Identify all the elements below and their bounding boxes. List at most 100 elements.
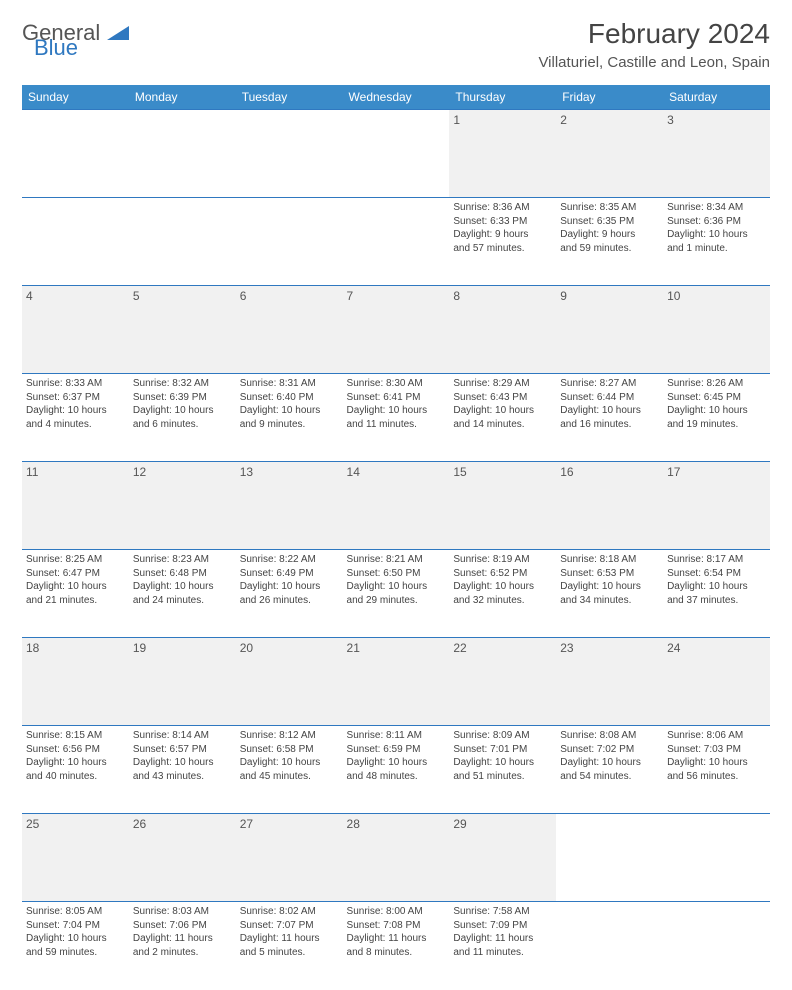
day-daylight2: and 48 minutes. <box>347 770 446 784</box>
day-sunrise: Sunrise: 8:06 AM <box>667 729 766 743</box>
day-daylight1: Daylight: 10 hours <box>133 580 232 594</box>
day-daylight1: Daylight: 10 hours <box>667 580 766 594</box>
day-sunrise: Sunrise: 8:26 AM <box>667 377 766 391</box>
day-number: 13 <box>236 462 343 550</box>
day-sunset: Sunset: 7:01 PM <box>453 743 552 757</box>
day-cell: Sunrise: 8:30 AMSunset: 6:41 PMDaylight:… <box>343 374 450 462</box>
day-cell: Sunrise: 8:25 AMSunset: 6:47 PMDaylight:… <box>22 550 129 638</box>
weekday-header: Wednesday <box>343 85 450 110</box>
day-daylight2: and 4 minutes. <box>26 418 125 432</box>
day-daylight1: Daylight: 9 hours <box>453 228 552 242</box>
day-cell: Sunrise: 8:12 AMSunset: 6:58 PMDaylight:… <box>236 726 343 814</box>
day-number: 6 <box>236 286 343 374</box>
day-daylight1: Daylight: 11 hours <box>347 932 446 946</box>
day-cell: Sunrise: 8:15 AMSunset: 6:56 PMDaylight:… <box>22 726 129 814</box>
day-daylight1: Daylight: 10 hours <box>667 756 766 770</box>
logo: General Blue <box>22 24 129 57</box>
day-sunset: Sunset: 6:56 PM <box>26 743 125 757</box>
day-daylight1: Daylight: 10 hours <box>26 580 125 594</box>
day-sunrise: Sunrise: 8:31 AM <box>240 377 339 391</box>
day-cell <box>236 198 343 286</box>
day-daylight1: Daylight: 10 hours <box>26 932 125 946</box>
day-sunset: Sunset: 7:08 PM <box>347 919 446 933</box>
day-cell <box>22 198 129 286</box>
day-sunrise: Sunrise: 8:29 AM <box>453 377 552 391</box>
day-cell: Sunrise: 8:17 AMSunset: 6:54 PMDaylight:… <box>663 550 770 638</box>
day-daylight2: and 32 minutes. <box>453 594 552 608</box>
day-cell <box>343 198 450 286</box>
day-daylight1: Daylight: 10 hours <box>240 404 339 418</box>
day-sunrise: Sunrise: 8:11 AM <box>347 729 446 743</box>
day-daylight2: and 34 minutes. <box>560 594 659 608</box>
day-sunset: Sunset: 6:59 PM <box>347 743 446 757</box>
day-daylight1: Daylight: 10 hours <box>347 404 446 418</box>
day-sunset: Sunset: 6:33 PM <box>453 215 552 229</box>
weekday-header: Sunday <box>22 85 129 110</box>
day-sunset: Sunset: 6:45 PM <box>667 391 766 405</box>
day-daylight2: and 37 minutes. <box>667 594 766 608</box>
day-number: 8 <box>449 286 556 374</box>
day-sunset: Sunset: 6:53 PM <box>560 567 659 581</box>
day-number: 1 <box>449 110 556 198</box>
day-sunrise: Sunrise: 8:08 AM <box>560 729 659 743</box>
day-daylight2: and 51 minutes. <box>453 770 552 784</box>
day-daylight2: and 43 minutes. <box>133 770 232 784</box>
day-sunset: Sunset: 6:49 PM <box>240 567 339 581</box>
day-cell: Sunrise: 8:36 AMSunset: 6:33 PMDaylight:… <box>449 198 556 286</box>
day-cell: Sunrise: 8:29 AMSunset: 6:43 PMDaylight:… <box>449 374 556 462</box>
day-daylight1: Daylight: 10 hours <box>347 756 446 770</box>
day-sunset: Sunset: 6:40 PM <box>240 391 339 405</box>
day-daylight2: and 11 minutes. <box>347 418 446 432</box>
day-sunrise: Sunrise: 8:02 AM <box>240 905 339 919</box>
day-daylight1: Daylight: 11 hours <box>453 932 552 946</box>
day-cell: Sunrise: 8:31 AMSunset: 6:40 PMDaylight:… <box>236 374 343 462</box>
day-number: 28 <box>343 814 450 902</box>
day-number <box>236 110 343 198</box>
day-sunset: Sunset: 7:07 PM <box>240 919 339 933</box>
day-sunset: Sunset: 6:43 PM <box>453 391 552 405</box>
day-data-row: Sunrise: 8:36 AMSunset: 6:33 PMDaylight:… <box>22 198 770 286</box>
day-sunrise: Sunrise: 8:32 AM <box>133 377 232 391</box>
weekday-header: Tuesday <box>236 85 343 110</box>
day-daylight1: Daylight: 10 hours <box>453 756 552 770</box>
weekday-header: Thursday <box>449 85 556 110</box>
day-number: 11 <box>22 462 129 550</box>
day-sunrise: Sunrise: 8:18 AM <box>560 553 659 567</box>
day-sunset: Sunset: 7:06 PM <box>133 919 232 933</box>
day-daylight1: Daylight: 11 hours <box>133 932 232 946</box>
day-daylight2: and 14 minutes. <box>453 418 552 432</box>
day-number: 4 <box>22 286 129 374</box>
day-number: 7 <box>343 286 450 374</box>
day-cell: Sunrise: 8:02 AMSunset: 7:07 PMDaylight:… <box>236 902 343 990</box>
day-daylight1: Daylight: 10 hours <box>453 404 552 418</box>
day-sunset: Sunset: 6:48 PM <box>133 567 232 581</box>
day-cell: Sunrise: 8:34 AMSunset: 6:36 PMDaylight:… <box>663 198 770 286</box>
day-sunrise: Sunrise: 8:35 AM <box>560 201 659 215</box>
day-daylight2: and 21 minutes. <box>26 594 125 608</box>
day-number: 12 <box>129 462 236 550</box>
day-daylight1: Daylight: 10 hours <box>26 404 125 418</box>
day-cell: Sunrise: 8:03 AMSunset: 7:06 PMDaylight:… <box>129 902 236 990</box>
day-sunrise: Sunrise: 8:12 AM <box>240 729 339 743</box>
weekday-header: Friday <box>556 85 663 110</box>
day-cell: Sunrise: 8:33 AMSunset: 6:37 PMDaylight:… <box>22 374 129 462</box>
day-daylight2: and 40 minutes. <box>26 770 125 784</box>
day-daylight2: and 2 minutes. <box>133 946 232 960</box>
day-cell: Sunrise: 8:27 AMSunset: 6:44 PMDaylight:… <box>556 374 663 462</box>
day-sunrise: Sunrise: 8:30 AM <box>347 377 446 391</box>
day-sunset: Sunset: 6:41 PM <box>347 391 446 405</box>
day-daylight2: and 57 minutes. <box>453 242 552 256</box>
day-daylight1: Daylight: 10 hours <box>26 756 125 770</box>
weekday-header: Saturday <box>663 85 770 110</box>
day-number: 14 <box>343 462 450 550</box>
day-number: 17 <box>663 462 770 550</box>
day-cell: Sunrise: 8:19 AMSunset: 6:52 PMDaylight:… <box>449 550 556 638</box>
day-daylight1: Daylight: 10 hours <box>240 756 339 770</box>
day-cell: Sunrise: 8:05 AMSunset: 7:04 PMDaylight:… <box>22 902 129 990</box>
month-title: February 2024 <box>538 18 770 50</box>
day-daylight2: and 24 minutes. <box>133 594 232 608</box>
day-sunset: Sunset: 6:52 PM <box>453 567 552 581</box>
day-sunset: Sunset: 6:57 PM <box>133 743 232 757</box>
day-sunset: Sunset: 7:02 PM <box>560 743 659 757</box>
day-daylight2: and 9 minutes. <box>240 418 339 432</box>
